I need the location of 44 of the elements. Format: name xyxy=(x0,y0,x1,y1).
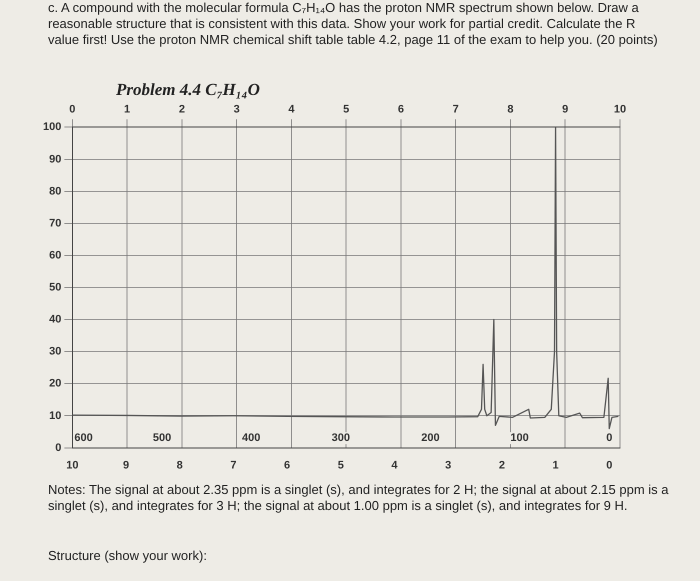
chart-title: Problem 4.4 C₇H₁₄O xyxy=(116,80,260,100)
annotation: 0 xyxy=(606,432,612,444)
x2-tick-label: 10 xyxy=(614,104,626,116)
text: Notes: The signal at about 2.35 ppm is a singlet (s), and integrates for 2 H; the signal at about 2.15 ppm is a singlet (s), and integrates for 3 H; the signal at about 1.00 ppm is a singlet (s), and integrates for 9 H. xyxy=(48,482,670,514)
x2-tick-label: 6 xyxy=(398,104,404,116)
annotation: 200 xyxy=(421,432,440,444)
x-tick-label: 3 xyxy=(445,459,452,472)
y-tick-label: 30 xyxy=(49,346,62,358)
text: c. A compound with the molecular formula C₇H₁₄O has the proton NMR spectrum shown below. Draw a reasonable structure that is consistent with this data. Show your work for partial credit. Calculate the R value first! Use the proton NMR chemical shift table table 4.2, page 11 of the exam to help you. (20 points) xyxy=(48,0,659,48)
y-tick-label: 80 xyxy=(49,185,62,198)
x-tick-label: 2 xyxy=(498,459,505,472)
x2-tick-label: 5 xyxy=(343,104,350,116)
x-tick-label: 7 xyxy=(230,459,236,472)
text: Structure (show your work): xyxy=(48,548,207,564)
annotation: 300 xyxy=(332,432,350,444)
annotation: 400 xyxy=(242,432,260,444)
x-tick-label: 4 xyxy=(391,459,398,472)
x2-tick-label: 4 xyxy=(288,104,296,116)
x-tick-label: 6 xyxy=(284,459,290,472)
annotation: 100 xyxy=(510,432,529,444)
y-tick-label: 40 xyxy=(49,314,62,326)
x2-tick-label: 8 xyxy=(507,104,514,116)
x2-tick-label: 0 xyxy=(69,104,76,116)
y-tick-label: 70 xyxy=(49,217,62,230)
x-tick-label: 10 xyxy=(66,459,78,472)
x2-tick-label: 7 xyxy=(452,104,459,116)
x-tick-label: 5 xyxy=(338,459,344,472)
y-tick-label: 60 xyxy=(49,249,62,262)
x-tick-label: 9 xyxy=(122,459,130,472)
x2-tick-label: 9 xyxy=(562,104,568,116)
x-tick-label: 1 xyxy=(552,459,559,472)
y-tick-label: 0 xyxy=(55,442,62,454)
x-tick-label: 8 xyxy=(176,459,183,472)
y-tick-label: 20 xyxy=(49,378,62,390)
x2-tick-label: 3 xyxy=(234,104,240,116)
x-tick-label: 0 xyxy=(606,459,612,472)
annotation: 600 xyxy=(74,432,93,444)
annotation: 500 xyxy=(152,432,172,444)
y-tick-label: 50 xyxy=(49,282,62,294)
y-tick-label: 90 xyxy=(49,153,62,166)
x2-tick-label: 2 xyxy=(178,104,185,116)
y-tick-label: 10 xyxy=(49,410,62,422)
y-tick-label: 100 xyxy=(42,121,62,134)
x2-tick-label: 1 xyxy=(124,104,130,116)
